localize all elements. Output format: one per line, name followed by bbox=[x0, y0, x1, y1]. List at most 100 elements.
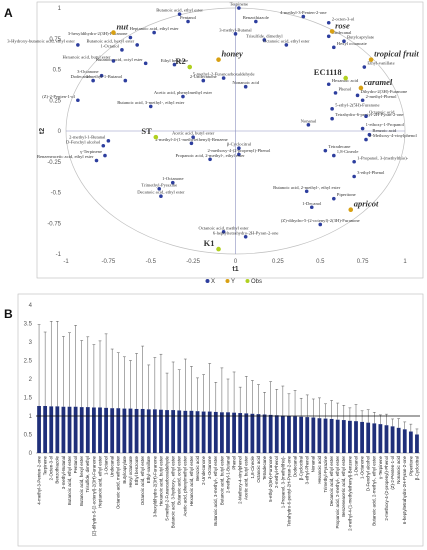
x-variable-point bbox=[262, 38, 267, 42]
x-variable-label: Heptanoic acid, ethyl ester bbox=[130, 26, 179, 32]
x-variable-point bbox=[135, 43, 139, 47]
vip-bar bbox=[110, 408, 115, 453]
x-variable-label: 5-methyl-2-Furancarboxaldehyde bbox=[193, 72, 255, 77]
x-variable-label: 3-Hydroxy-butanoic acid, ethyl ester bbox=[7, 38, 75, 44]
category-label: 5-ethyl-2(5H)-Furanone bbox=[268, 455, 273, 501]
legend-marker bbox=[205, 279, 210, 283]
x-variable-point bbox=[181, 94, 185, 99]
x-variable-label: Nonanoic acid bbox=[232, 80, 259, 85]
category-label: Trisulfide, dimethyl bbox=[85, 456, 90, 492]
x-variable-label: 2-Undecanone bbox=[190, 74, 217, 79]
y-attribute-point bbox=[368, 57, 374, 62]
x-variable-point bbox=[332, 196, 336, 201]
x-variable-point bbox=[318, 222, 323, 227]
x-variable-label: (Z)-dihydro-5-(2-octenyl)-2(3H)-Furanone bbox=[281, 218, 360, 223]
biplot: -1 -0.75 -0.5 -0.25 0 0.25 0.5 0.75 1 1 0.75 0.5 0.2… bbox=[7, 2, 419, 286]
x-tick-label: 0.25 bbox=[272, 259, 284, 265]
x-variable-label: Decanoic acid, ethyl ester bbox=[137, 190, 185, 196]
x-variable-point bbox=[237, 6, 241, 10]
x-variable-label: Octanoic acid, methyl ester bbox=[199, 225, 250, 231]
vip-bar bbox=[55, 406, 60, 453]
vip-bar bbox=[201, 411, 206, 453]
x-variable-point bbox=[120, 48, 124, 52]
x-variable-point bbox=[360, 98, 365, 103]
x-variable-point bbox=[355, 93, 360, 98]
x-variable-point bbox=[186, 19, 190, 24]
y-tick-label: -1 bbox=[56, 252, 62, 258]
x-variable-label: 2-Methoxy-4-vinylphenol bbox=[369, 133, 417, 138]
y-tick-label: 0.25 bbox=[49, 98, 61, 104]
x-variable-label: Acetic acid, phenylmethyl ester bbox=[154, 90, 213, 96]
y-tick-label: -0.75 bbox=[47, 221, 61, 227]
category-label: 3-hexyldihydro-2(3H)-Furanone bbox=[152, 455, 157, 517]
x-variable-point bbox=[333, 91, 338, 95]
x-variable-label: Butanoic acid, 3-methyl-, ethyl ester bbox=[117, 100, 185, 106]
x-variable-point bbox=[103, 153, 107, 158]
category-label: (Z)-2-Penten-1-ol bbox=[390, 456, 395, 490]
x-variable-label: Tetrahydro-6-pentyl-2H-Pyran-2-one bbox=[335, 112, 403, 117]
x-variable-label: (Z)-2-Penten-1-ol bbox=[42, 94, 75, 99]
vip-bar bbox=[232, 412, 236, 453]
vip-bar bbox=[159, 409, 163, 453]
vip-bar bbox=[37, 406, 41, 453]
x-variable-point bbox=[323, 148, 328, 153]
vip-bar bbox=[341, 420, 346, 453]
x-variable-label: Ethyl-vanillate bbox=[367, 61, 394, 66]
category-label: 1-Decanol bbox=[353, 456, 358, 476]
x-variable-label: 6-heptyltetrahydro-2H-Pyran-2-one bbox=[213, 230, 279, 235]
category-label: β-Cyclocitral bbox=[414, 456, 419, 480]
x-tick-label: 0 bbox=[234, 259, 238, 265]
category-label: Hexyl octanoate bbox=[128, 455, 133, 487]
x-variable-label: Tetradecane bbox=[328, 144, 350, 149]
x-variable-point bbox=[367, 132, 372, 137]
category-label: Benzeneacetic acid, ethyl ester bbox=[341, 455, 346, 516]
vip-bar bbox=[43, 406, 48, 453]
x-variable-label: D-Fenchyl alcohol bbox=[66, 139, 101, 144]
x-variable-label: 1,8-Cineole bbox=[337, 149, 359, 155]
vip-bar bbox=[402, 429, 407, 453]
category-label: 3-ethyl-Phenol bbox=[305, 456, 310, 484]
x-tick-label: -0.25 bbox=[186, 259, 200, 265]
category-label: Benzothiazole bbox=[55, 455, 60, 483]
x-variable-point bbox=[309, 205, 314, 210]
x-variable-label: 3-methyl-1-Butanol bbox=[86, 74, 123, 79]
vip-bar bbox=[183, 410, 188, 453]
vip-bar bbox=[317, 418, 322, 453]
vip-bar bbox=[220, 412, 224, 453]
category-label: 2-methoxy-4-(2-propenyl)-Phenol bbox=[384, 456, 389, 521]
vip-bar bbox=[287, 416, 291, 453]
x-variable-point bbox=[221, 230, 226, 234]
x-variable-point bbox=[128, 35, 133, 40]
category-label: Phenol bbox=[231, 456, 236, 470]
vip-bar bbox=[116, 408, 121, 453]
x-variable-point bbox=[243, 84, 248, 89]
x-variable-label: Butanoic acid, 2-methyl-, ethyl ester bbox=[273, 185, 341, 191]
y-tick-label: 0.75 bbox=[49, 37, 61, 43]
x-variable-label: 1-Propanol, 3-(methylthio)- bbox=[357, 155, 409, 161]
x-variable-point bbox=[101, 143, 106, 148]
observation-point bbox=[187, 64, 193, 70]
category-label: 1-Octanol bbox=[103, 456, 108, 475]
x-variable-point bbox=[342, 39, 346, 44]
category-label: Tetradecane bbox=[262, 455, 267, 480]
category-label: Trimethyl-Pyrazine bbox=[323, 455, 328, 492]
x-variable-point bbox=[352, 159, 356, 164]
category-label: Octanoic acid, methyl ester bbox=[116, 455, 121, 508]
vip-bar bbox=[415, 434, 419, 453]
vip-bar bbox=[244, 413, 249, 453]
vip-bar bbox=[134, 408, 139, 453]
y-tick-label: 0 bbox=[58, 129, 62, 135]
vip-bar bbox=[311, 417, 316, 453]
x-variable-point bbox=[254, 19, 258, 24]
x-variable-point bbox=[143, 61, 148, 66]
y-tick-label: 2 bbox=[29, 377, 33, 383]
vip-bar bbox=[207, 411, 212, 453]
x-variable-label: Butanoic acid, hexyl ester bbox=[86, 38, 134, 44]
category-label: Nonanoic acid bbox=[396, 455, 401, 483]
x-variable-label: 2-methyl-Phenol bbox=[366, 94, 398, 99]
x-tick-label: -0.75 bbox=[102, 259, 116, 265]
x-variable-label: 2-methyl-4-(1-methylethenyl)-Benzene bbox=[155, 137, 227, 142]
vip-bar bbox=[61, 406, 66, 453]
vip-bar bbox=[396, 427, 401, 453]
x-variable-point bbox=[306, 123, 311, 127]
